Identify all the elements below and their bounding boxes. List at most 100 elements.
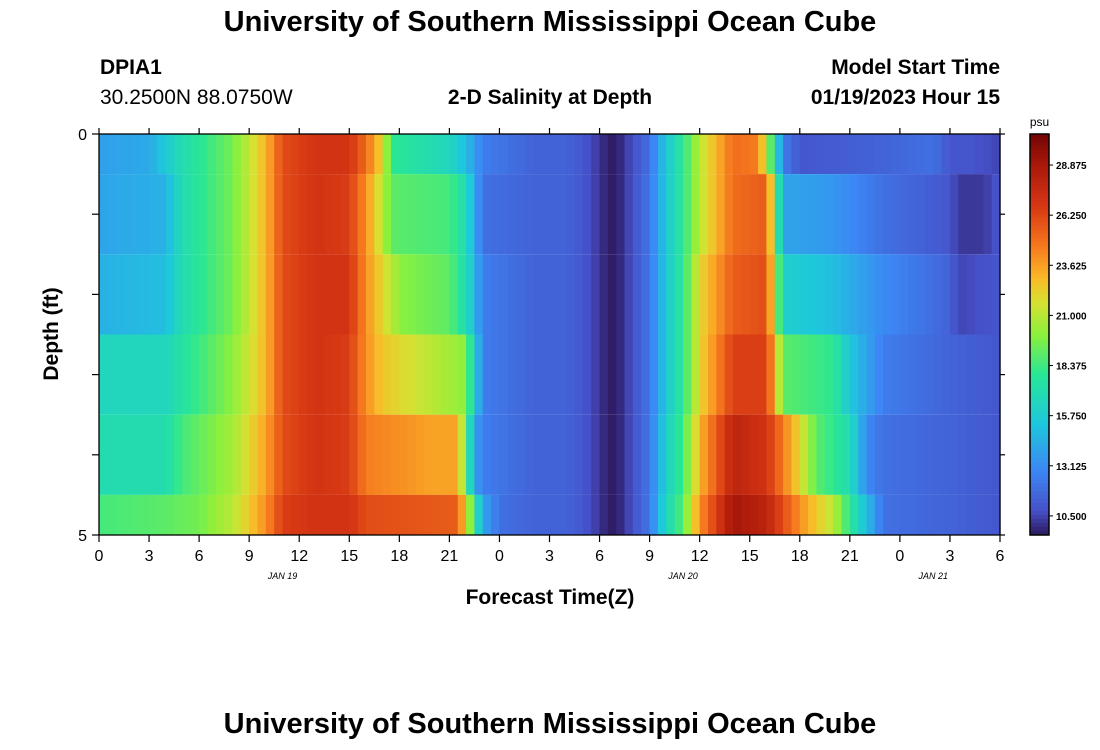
heatmap-cell	[482, 494, 492, 535]
heatmap-cell	[207, 334, 217, 415]
heatmap-cell	[274, 334, 284, 415]
heatmap-cell	[816, 414, 826, 495]
heatmap-cell	[632, 174, 642, 255]
heatmap-cell	[599, 414, 609, 495]
heatmap-cell	[958, 414, 968, 495]
heatmap-cell	[165, 334, 175, 415]
heatmap-cell	[616, 174, 626, 255]
heatmap-cell	[741, 494, 751, 535]
heatmap-cell	[466, 494, 476, 535]
heatmap-cell	[666, 254, 676, 335]
heatmap-cell	[282, 414, 292, 495]
x-tick-label: 12	[691, 548, 709, 565]
heatmap-cell	[324, 494, 334, 535]
heatmap-cell	[766, 414, 776, 495]
heatmap-cell	[332, 334, 342, 415]
heatmap-cell	[232, 334, 242, 415]
heatmap-cell	[916, 494, 926, 535]
heatmap-cell	[407, 334, 417, 415]
colorbar-cell	[1030, 150, 1049, 155]
heatmap-cell	[315, 174, 325, 255]
heatmap-cell	[958, 494, 968, 535]
heatmap-cell	[357, 494, 367, 535]
heatmap-cell	[916, 134, 926, 175]
heatmap-cell	[649, 174, 659, 255]
heatmap-cell	[724, 494, 734, 535]
colorbar-cell	[1030, 226, 1049, 231]
heatmap-cell	[190, 174, 200, 255]
heatmap-cell	[983, 414, 993, 495]
heatmap-cell	[165, 134, 175, 175]
heatmap-cell	[107, 414, 117, 495]
x-tick-label: 6	[595, 548, 604, 565]
heatmap-cell	[557, 254, 567, 335]
heatmap-cell	[983, 334, 993, 415]
heatmap-cell	[282, 334, 292, 415]
heatmap-cell	[424, 254, 434, 335]
heatmap-cell	[924, 174, 934, 255]
heatmap-cell	[199, 254, 209, 335]
colorbar-cell	[1030, 314, 1049, 319]
heatmap-cell	[382, 174, 392, 255]
heatmap-cell	[607, 134, 617, 175]
heatmap-cell	[482, 174, 492, 255]
heatmap-cell	[874, 174, 884, 255]
salinity-chart: 0 3 6 9 12 15 18 21 0 3 6 9 12 15 18 21 0 3 6 JAN 19 JAN 20 J…	[40, 115, 1087, 609]
heatmap-cell	[165, 414, 175, 495]
heatmap-cell	[841, 334, 851, 415]
colorbar-cell	[1030, 498, 1049, 504]
heatmap-cell	[691, 334, 701, 415]
heatmap-cell	[149, 494, 158, 535]
heatmap-cell	[666, 134, 676, 175]
heatmap-cell	[290, 494, 300, 535]
heatmap-cell	[174, 414, 184, 495]
heatmap-cell	[199, 334, 209, 415]
heatmap-cell	[299, 334, 309, 415]
heatmap-cell	[507, 334, 517, 415]
colorbar-cell	[1030, 358, 1049, 364]
x-tick-label: 0	[95, 548, 104, 565]
heatmap-cell	[774, 254, 784, 335]
heatmap-cell	[891, 414, 901, 495]
heatmap-cell	[115, 414, 125, 495]
heatmap-cell	[157, 414, 167, 495]
heatmap-cell	[783, 174, 793, 255]
heatmap-cell	[224, 334, 234, 415]
heatmap-cell	[991, 334, 1001, 415]
heatmap-cell	[958, 334, 968, 415]
heatmap-cell	[749, 494, 759, 535]
heatmap-cell	[791, 254, 801, 335]
heatmap-cell	[733, 254, 742, 335]
heatmap-cell	[674, 174, 684, 255]
heatmap-cell	[374, 174, 384, 255]
heatmap-cell	[307, 414, 317, 495]
heatmap-cell	[908, 414, 918, 495]
heatmap-cell	[783, 254, 793, 335]
heatmap-cell	[124, 334, 133, 415]
heatmap-cell	[632, 134, 642, 175]
heatmap-cell	[657, 134, 667, 175]
heatmap-cell	[566, 334, 576, 415]
colorbar-cell	[1030, 306, 1049, 311]
heatmap-cell	[374, 494, 384, 535]
heatmap-cell	[574, 174, 584, 255]
heatmap-cell	[941, 134, 951, 175]
heatmap-cell	[424, 494, 434, 535]
heatmap-cell	[824, 254, 834, 335]
heatmap-cell	[432, 254, 442, 335]
heatmap-cell	[474, 414, 484, 495]
heatmap-cell	[282, 134, 292, 175]
heatmap-cell	[149, 334, 158, 415]
heatmap-cell	[657, 494, 667, 535]
heatmap-cell	[232, 134, 242, 175]
heatmap-cell	[858, 494, 868, 535]
heatmap-cell	[574, 334, 584, 415]
heatmap-cell	[157, 174, 167, 255]
heatmap-cell	[499, 174, 509, 255]
heatmap-cell	[374, 254, 384, 335]
heatmap-cell	[991, 134, 1001, 175]
colorbar-cell	[1030, 182, 1049, 187]
heatmap-cell	[841, 494, 851, 535]
heatmap-cell	[349, 334, 359, 415]
heatmap-cell	[724, 254, 734, 335]
